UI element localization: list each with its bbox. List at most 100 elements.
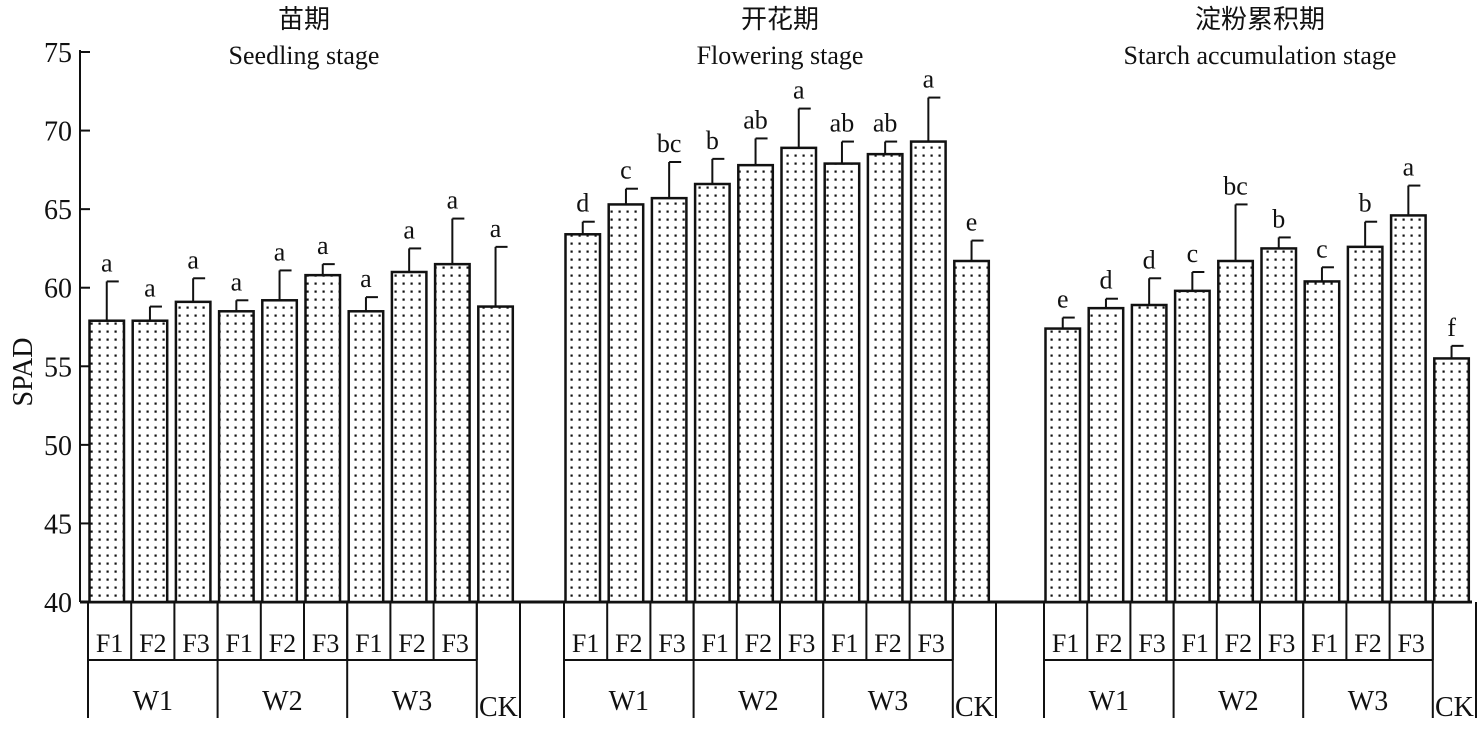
level-label-f2: F2	[1354, 629, 1381, 658]
level-label-f2: F2	[269, 629, 296, 658]
significance-letter: a	[360, 264, 372, 293]
bar-w2-f1	[1173, 289, 1211, 604]
group-label-w3: W3	[392, 686, 432, 717]
panel-title-en: Starch accumulation stage	[1124, 41, 1397, 70]
bar-w1-f3	[174, 300, 212, 604]
significance-letter: f	[1447, 313, 1456, 342]
significance-letter: a	[144, 274, 156, 303]
significance-letter: ab	[830, 109, 855, 138]
bar-ck	[1433, 357, 1471, 604]
bar-w3-f2	[1346, 245, 1384, 604]
significance-letter: a	[317, 231, 329, 260]
level-label-f1: F1	[1181, 629, 1208, 658]
bar-w1-f1	[1044, 327, 1082, 604]
bar-w2-f1	[217, 310, 255, 604]
bar-w3-f1	[823, 162, 861, 604]
significance-letter: bc	[657, 129, 682, 158]
group-label-w2: W2	[262, 686, 302, 717]
significance-letter: b	[706, 126, 719, 155]
bar-w2-f3	[1260, 247, 1298, 604]
significance-letter: c	[1187, 239, 1199, 268]
bar-ck	[953, 259, 991, 604]
bar-w1-f1	[88, 319, 126, 604]
significance-letter: a	[923, 65, 935, 94]
bar-w3-f1	[1303, 280, 1341, 604]
y-tick-label: 50	[44, 431, 72, 462]
level-label-f3: F3	[917, 629, 944, 658]
group-label-w2: W2	[1218, 686, 1258, 717]
bar-ck	[477, 305, 515, 604]
level-label-f3: F3	[182, 629, 209, 658]
y-tick-label: 40	[44, 588, 72, 619]
significance-letter: a	[274, 237, 286, 266]
significance-letter: c	[1316, 234, 1328, 263]
level-label-f1: F1	[1311, 629, 1338, 658]
level-label-f3: F3	[788, 629, 815, 658]
significance-letter: b	[1272, 204, 1285, 233]
bar-w1-f3	[650, 196, 688, 604]
y-tick-label: 65	[44, 195, 72, 226]
bar-w2-f2	[737, 163, 775, 604]
bar-w1-f2	[1087, 306, 1125, 604]
significance-letter: a	[1403, 153, 1415, 182]
significance-letter: a	[793, 76, 805, 105]
y-tick-label: 60	[44, 274, 72, 305]
panel-title-cn: 开花期	[741, 5, 819, 34]
y-tick-label: 45	[44, 509, 72, 540]
significance-letter: d	[576, 189, 589, 218]
group-label-w3: W3	[1348, 686, 1388, 717]
significance-letter: a	[490, 214, 502, 243]
level-label-f3: F3	[1138, 629, 1165, 658]
level-label-f1: F1	[355, 629, 382, 658]
bar-w3-f3	[909, 140, 947, 604]
group-label-w1: W1	[609, 686, 649, 717]
significance-letter: e	[966, 208, 978, 237]
level-label-f1: F1	[701, 629, 728, 658]
level-label-f2: F2	[139, 629, 166, 658]
bar-w2-f2	[261, 299, 299, 604]
level-label-f3: F3	[1397, 629, 1424, 658]
level-label-f3: F3	[1268, 629, 1295, 658]
level-label-f1: F1	[1052, 629, 1079, 658]
level-label-f2: F2	[1225, 629, 1252, 658]
group-label-ck: CK	[1435, 692, 1474, 723]
group-label-w1: W1	[1089, 686, 1129, 717]
bar-w1-f1	[564, 233, 602, 604]
bar-w2-f3	[780, 146, 818, 604]
level-label-f2: F2	[874, 629, 901, 658]
significance-letter: e	[1057, 285, 1069, 314]
significance-letter: a	[447, 186, 459, 215]
level-label-f3: F3	[312, 629, 339, 658]
level-label-f1: F1	[572, 629, 599, 658]
y-tick-label: 70	[44, 117, 72, 148]
group-label-ck: CK	[955, 692, 994, 723]
bar-w1-f3	[1130, 303, 1168, 604]
panel-title-cn: 淀粉累积期	[1195, 5, 1325, 34]
significance-letter: c	[620, 156, 632, 185]
y-tick-label: 75	[44, 38, 72, 69]
bar-w1-f2	[131, 319, 169, 604]
level-label-f3: F3	[441, 629, 468, 658]
significance-letter: a	[101, 248, 113, 277]
level-label-f2: F2	[398, 629, 425, 658]
significance-letter: b	[1359, 189, 1372, 218]
level-label-f2: F2	[615, 629, 642, 658]
group-label-w1: W1	[133, 686, 173, 717]
significance-letter: a	[187, 245, 199, 274]
level-label-f3: F3	[658, 629, 685, 658]
labels-layer: 40 45 50 55 60 65 70 75 SPAD 苗期 Seedling stage W1 W2…	[8, 5, 1474, 723]
significance-letter: ab	[873, 109, 898, 138]
bar-w3-f2	[390, 270, 428, 604]
level-label-f2: F2	[745, 629, 772, 658]
bar-w2-f2	[1217, 259, 1255, 604]
panel-title-en: Flowering stage	[697, 41, 864, 70]
bar-w3-f3	[433, 262, 471, 604]
y-tick-label: 55	[44, 352, 72, 383]
level-label-f1: F1	[225, 629, 252, 658]
significance-letter: d	[1143, 245, 1156, 274]
level-label-f2: F2	[1095, 629, 1122, 658]
bar-w3-f2	[866, 152, 904, 604]
group-label-w2: W2	[738, 686, 778, 717]
